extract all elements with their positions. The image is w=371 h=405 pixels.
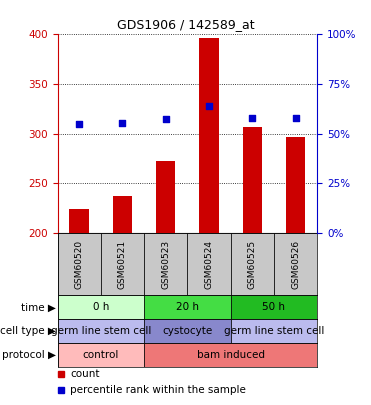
Bar: [113, 196, 132, 233]
Bar: [156, 160, 175, 233]
Bar: [144, 319, 231, 343]
Text: 0 h: 0 h: [93, 303, 109, 312]
Text: cell type ▶: cell type ▶: [0, 326, 56, 336]
Bar: [274, 233, 317, 295]
Bar: [69, 209, 89, 233]
Bar: [144, 233, 187, 295]
Text: bam induced: bam induced: [197, 350, 265, 360]
Text: GDS1906 / 142589_at: GDS1906 / 142589_at: [117, 18, 254, 31]
Bar: [144, 343, 317, 367]
Text: GSM60520: GSM60520: [75, 240, 83, 289]
Bar: [58, 233, 101, 295]
Text: percentile rank within the sample: percentile rank within the sample: [70, 385, 246, 395]
Text: control: control: [83, 350, 119, 360]
Text: time ▶: time ▶: [21, 303, 56, 312]
Text: count: count: [70, 369, 100, 379]
Bar: [243, 127, 262, 233]
Text: cystocyte: cystocyte: [162, 326, 213, 336]
Bar: [58, 343, 144, 367]
Bar: [58, 319, 144, 343]
Text: germ line stem cell: germ line stem cell: [50, 326, 151, 336]
Point: [249, 115, 255, 121]
Bar: [286, 137, 305, 233]
Text: 20 h: 20 h: [176, 303, 199, 312]
Point: [206, 103, 212, 109]
Bar: [144, 295, 231, 319]
Text: GSM60525: GSM60525: [248, 240, 257, 289]
Text: GSM60524: GSM60524: [204, 240, 213, 289]
Bar: [231, 233, 274, 295]
Text: germ line stem cell: germ line stem cell: [224, 326, 324, 336]
Point: [119, 119, 125, 126]
Text: GSM60526: GSM60526: [291, 240, 300, 289]
Point: [76, 121, 82, 127]
Bar: [187, 233, 231, 295]
Text: GSM60523: GSM60523: [161, 240, 170, 289]
Bar: [101, 233, 144, 295]
Bar: [231, 295, 317, 319]
Bar: [58, 295, 144, 319]
Text: 50 h: 50 h: [262, 303, 285, 312]
Point: [293, 115, 299, 121]
Text: GSM60521: GSM60521: [118, 240, 127, 289]
Text: protocol ▶: protocol ▶: [2, 350, 56, 360]
Bar: [231, 319, 317, 343]
Point: [163, 115, 169, 122]
Bar: [199, 38, 219, 233]
